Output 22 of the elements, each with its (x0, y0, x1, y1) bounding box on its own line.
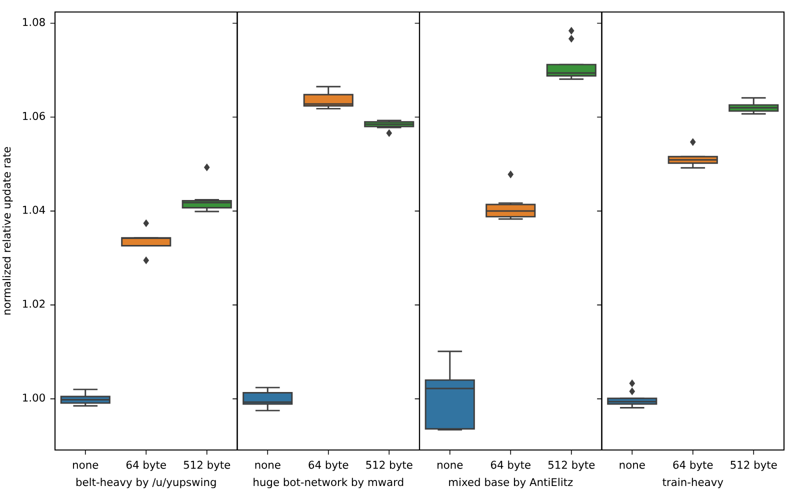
x-axis-title: train-heavy (662, 478, 724, 488)
y-tick-label: 1.08 (23, 18, 45, 26)
y-tick-label: 1.04 (23, 206, 46, 214)
x-axis-title: mixed base by AntiElitz (449, 478, 573, 488)
x-tick-label: 64 byte (308, 460, 348, 471)
y-tick-label: 1.02 (23, 300, 45, 308)
y-axis-title: normalized relative update rate (2, 147, 13, 314)
y-tick-label: 1.06 (23, 112, 45, 120)
x-axis-title: belt-heavy by /u/yupswing (76, 478, 216, 488)
x-tick-label: none (73, 462, 98, 469)
x-tick-label: none (255, 462, 280, 469)
x-tick-label: 512 byte (548, 460, 595, 471)
x-tick-label: none (620, 462, 645, 469)
x-tick-label: 512 byte (366, 460, 412, 471)
x-tick-label: 64 byte (673, 460, 713, 471)
x-tick-label: 512 byte (184, 460, 230, 471)
x-tick-label: 512 byte (730, 460, 777, 471)
x-tick-label: none (438, 462, 463, 469)
x-tick-label: 64 byte (126, 460, 166, 471)
y-tick-label: 1.00 (23, 394, 45, 402)
x-tick-label: 64 byte (490, 460, 530, 471)
x-axis-title: huge bot-network by mward (254, 478, 404, 488)
